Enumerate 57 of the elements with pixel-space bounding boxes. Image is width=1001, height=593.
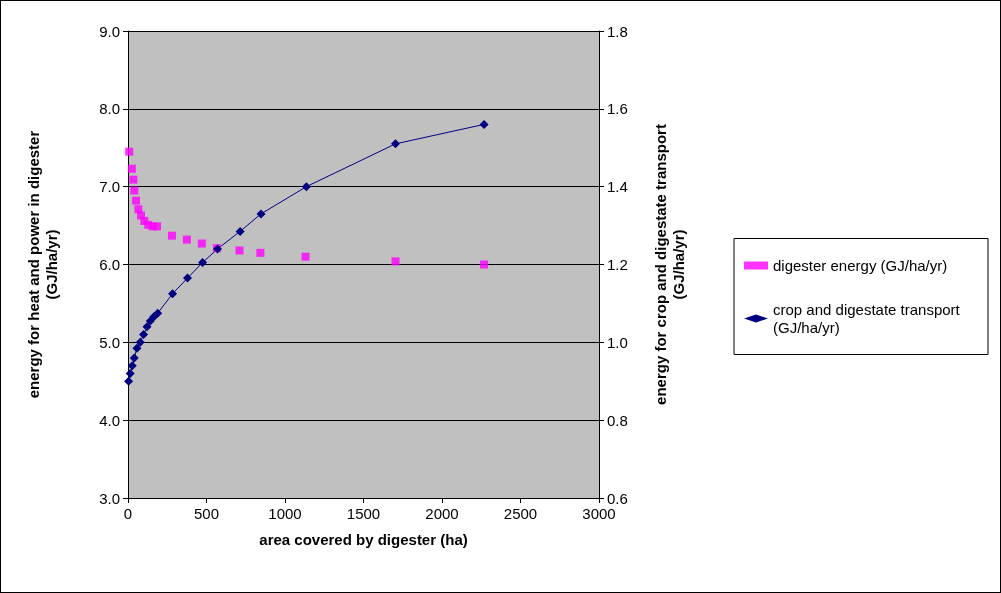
point <box>127 164 136 173</box>
point <box>132 343 142 353</box>
y-tick-label: 7.0 <box>99 178 120 196</box>
point <box>256 248 265 257</box>
point <box>129 175 138 184</box>
y-tick-label: 9.0 <box>99 22 120 40</box>
y2-tick-label: 1.6 <box>607 100 628 118</box>
point <box>182 235 191 244</box>
point <box>301 252 310 261</box>
point <box>127 361 137 371</box>
point <box>153 308 163 318</box>
point <box>139 330 149 340</box>
y-tick-label: 4.0 <box>99 411 120 429</box>
x-tick-label: 2500 <box>503 505 538 522</box>
point <box>235 246 244 255</box>
y-tick-label: 3.0 <box>99 489 120 507</box>
point <box>391 139 401 149</box>
point <box>167 231 176 240</box>
point <box>198 258 208 268</box>
point <box>153 222 162 231</box>
x-tick-label: 1000 <box>268 505 302 522</box>
point <box>301 182 311 192</box>
point <box>135 337 145 347</box>
point <box>142 322 152 332</box>
y-tick-label: 8.0 <box>99 100 120 118</box>
point <box>391 257 400 266</box>
point <box>125 147 134 156</box>
y-tick-label: 6.0 <box>99 256 120 273</box>
y2-tick-label: 1.2 <box>607 256 628 273</box>
point <box>129 353 139 363</box>
y2-tick-label: 0.8 <box>607 411 628 429</box>
point <box>480 260 489 269</box>
point <box>168 289 178 299</box>
point <box>235 226 245 236</box>
x-tick-label: 1500 <box>346 505 381 522</box>
y2-tick-label: 1.8 <box>607 22 628 40</box>
y-axis-title: energy for heat and power in digester (GJ/ha/yr) <box>24 130 60 399</box>
legend-label: digester energy (GJ/ha/yr) <box>773 257 948 274</box>
x-axis-title: area covered by digester (ha) <box>259 530 468 548</box>
legend-label: crop and digestate transport (GJ/ha/yr) <box>773 301 964 336</box>
point <box>197 239 206 248</box>
point <box>256 209 266 219</box>
point <box>130 186 139 195</box>
y-tick-label: 5.0 <box>99 333 120 351</box>
point <box>183 273 192 283</box>
point <box>479 119 489 129</box>
y2-tick-label: 1.0 <box>607 333 628 351</box>
x-tick-label: 500 <box>193 505 220 522</box>
point <box>132 196 141 205</box>
x-tick-label: 0 <box>123 505 133 522</box>
point <box>125 368 135 378</box>
y2-axis-title: energy for crop and digestate transport (GJ/ha/yr) <box>651 124 687 405</box>
x-tick-label: 2000 <box>425 505 459 522</box>
point <box>124 376 134 386</box>
x-tick-label: 3000 <box>582 505 616 522</box>
y2-tick-label: 0.6 <box>607 489 628 507</box>
y2-tick-label: 1.4 <box>607 178 628 196</box>
